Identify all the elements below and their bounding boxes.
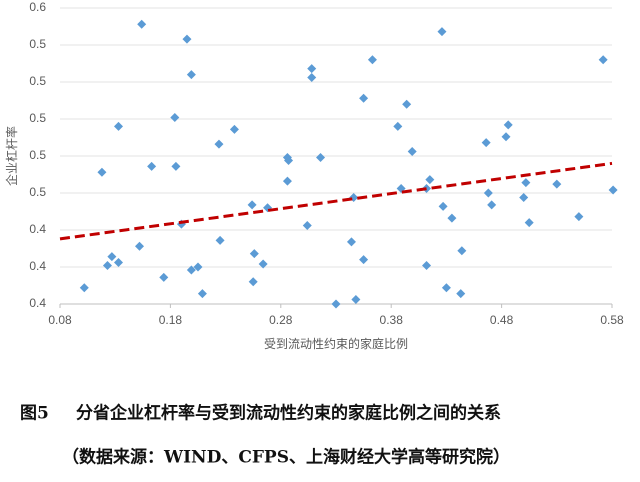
data-point: [171, 161, 181, 171]
y-tick-label: 0.6: [29, 0, 46, 14]
data-point: [359, 93, 369, 103]
data-point: [481, 138, 491, 148]
data-point: [258, 259, 268, 269]
y-axis-label: 企业杠杆率: [4, 126, 19, 186]
data-point: [102, 261, 112, 271]
x-tick-label: 0.18: [159, 313, 183, 327]
data-point: [331, 299, 341, 309]
trend-line: [59, 161, 613, 241]
data-point: [307, 73, 317, 83]
data-point: [521, 178, 531, 188]
data-point: [359, 255, 369, 265]
y-tick-label: 0.5: [29, 148, 46, 162]
data-point: [425, 175, 435, 185]
y-tick-label: 0.5: [29, 111, 46, 125]
data-point: [79, 283, 89, 293]
figure-number: 图5: [20, 404, 49, 424]
data-point: [186, 70, 196, 80]
data-point: [456, 289, 466, 299]
data-point: [302, 221, 312, 231]
data-point: [574, 212, 584, 222]
data-point: [159, 272, 169, 282]
data-point: [114, 258, 124, 268]
data-point: [229, 124, 239, 134]
data-point: [483, 188, 493, 198]
x-tick-label: 0.48: [490, 313, 514, 327]
y-tick-label: 0.4: [29, 296, 46, 310]
data-point: [519, 192, 529, 202]
data-point: [137, 19, 147, 29]
data-point: [147, 161, 157, 171]
data-point: [367, 55, 377, 65]
data-point: [393, 121, 403, 131]
data-point: [197, 289, 207, 299]
data-point: [524, 218, 534, 228]
data-point: [598, 55, 608, 65]
data-point: [186, 265, 196, 275]
x-tick-label: 0.38: [380, 313, 404, 327]
data-point: [316, 152, 326, 162]
data-point: [134, 241, 144, 251]
y-tick-label: 0.5: [29, 37, 46, 51]
data-point: [247, 200, 257, 210]
data-point: [284, 155, 294, 165]
y-tick-label: 0.4: [29, 259, 46, 273]
data-point: [438, 201, 448, 211]
caption-title: 分省企业杠杆率与受到流动性约束的家庭比例之间的关系: [76, 403, 501, 424]
data-point: [457, 246, 467, 256]
data-point: [608, 185, 618, 195]
data-point: [487, 200, 497, 210]
y-tick-label: 0.5: [29, 74, 46, 88]
data-point: [402, 99, 412, 109]
data-point: [422, 261, 432, 271]
data-point: [437, 27, 447, 37]
y-tick-label: 0.5: [29, 185, 46, 199]
x-axis-label: 受到流动性约束的家庭比例: [264, 336, 408, 351]
data-point: [552, 179, 562, 189]
data-point: [501, 132, 511, 142]
data-point: [215, 235, 225, 245]
x-tick-label: 0.58: [600, 313, 624, 327]
data-point: [407, 147, 417, 157]
data-point: [346, 237, 356, 247]
data-point: [170, 113, 180, 123]
data-point: [351, 295, 361, 305]
data-point: [114, 121, 124, 131]
data-point: [503, 120, 513, 130]
caption-source: （数据来源：WIND、CFPS、上海财经大学高等研究院）: [62, 447, 510, 468]
x-tick-label: 0.08: [48, 313, 72, 327]
data-point: [193, 262, 203, 272]
data-point: [107, 252, 117, 262]
data-point: [282, 176, 292, 186]
x-tick-label: 0.28: [269, 313, 293, 327]
data-point: [249, 249, 259, 259]
data-point: [97, 167, 107, 177]
data-point: [307, 64, 317, 74]
data-point: [447, 213, 457, 223]
data-point: [441, 283, 451, 293]
data-point: [248, 277, 258, 287]
y-tick-label: 0.4: [29, 222, 46, 236]
data-point: [214, 139, 224, 149]
data-point: [182, 34, 192, 44]
